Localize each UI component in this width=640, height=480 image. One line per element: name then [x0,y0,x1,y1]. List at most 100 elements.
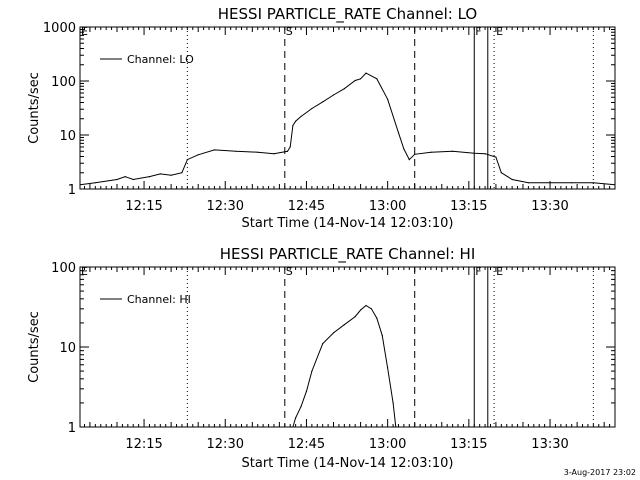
data-point [197,154,199,156]
x-tick-label: 13:15 [450,199,487,214]
data-point [116,178,118,181]
marker-label-e: E [496,25,503,38]
data-point [343,88,345,90]
x-tick-label: 12:45 [288,437,325,452]
marker-label-f: F [475,25,481,38]
data-point [495,156,497,158]
data-point [354,316,356,318]
x-tick-label: 13:30 [531,437,568,452]
data-point [360,78,362,80]
series-line-hi [292,304,397,427]
x-tick-label: 12:15 [125,437,162,452]
x-tick-label: 12:30 [207,437,244,452]
x-tick-label: 12:45 [288,199,325,214]
data-point [549,182,551,184]
data-point [148,176,151,178]
data-point [430,151,432,153]
data-point [322,343,324,345]
x-axis-label: Start Time (14-Nov-14 12:03:10) [242,456,454,471]
marker-label-e: E [81,25,88,38]
data-point [387,98,389,100]
data-point [159,173,161,175]
chart-panel-2: HESSI PARTICLE_RATE Channel: HI 1 10 100 12:… [27,245,616,471]
x-tick-label: 12:30 [207,199,244,214]
legend-label: Channel: LO [127,53,194,66]
data-point [500,172,502,174]
data-point [300,115,302,118]
x-axis-label: Start Time (14-Nov-14 12:03:10) [242,216,454,231]
y-tick-label: 100 [51,75,76,90]
data-point [170,174,172,176]
marker-label-f: F [475,265,481,278]
chart-title: HESSI PARTICLE_RATE Channel: HI [220,245,476,264]
data-point [311,370,313,372]
data-point [354,79,356,82]
data-point [387,367,389,369]
data-point [132,178,134,181]
data-point [181,172,183,174]
chart-title: HESSI PARTICLE_RATE Channel: LO [218,5,477,24]
data-point [322,101,324,103]
data-point [511,178,513,181]
y-tick-label: 1000 [43,21,76,36]
y-axis-label: Counts/sec [27,72,42,144]
data-point [414,153,416,155]
data-point [592,182,594,184]
data-point [286,150,289,152]
data-point [295,417,297,419]
data-point [392,402,394,404]
data-point [365,304,367,307]
data-point [257,151,259,153]
marker-label-s: S [286,265,293,278]
data-point [360,309,362,311]
data-point [311,107,313,110]
data-point [484,153,486,155]
series-line-lo [80,72,615,186]
data-point [365,72,367,74]
data-point [124,176,126,178]
data-point [395,426,397,427]
plot-frame [79,26,616,190]
x-tick-label: 13:00 [369,437,406,452]
data-point [305,390,308,392]
data-point [292,426,294,427]
data-point [94,182,96,184]
y-tick-label: 100 [51,261,76,276]
data-point [213,149,215,151]
data-point [381,334,383,336]
data-point [614,184,615,186]
y-tick-label: 1 [68,183,76,198]
data-point [397,132,400,134]
marker-label-e: E [81,265,88,278]
y-tick-label: 10 [59,129,76,144]
data-point [292,124,294,127]
data-point [80,184,81,186]
data-point [289,146,291,148]
y-tick-label: 1 [68,421,76,436]
data-point [332,332,335,334]
chart-panel-1: HESSI PARTICLE_RATE Channel: LO 1 10 100 100… [27,5,616,231]
x-tick-label: 13:00 [369,199,406,214]
plot-frame [79,266,616,428]
legend-label: Channel: HI [127,293,191,306]
data-point [376,78,378,80]
data-point [295,120,297,122]
marker-label-s: S [286,25,293,38]
data-point [403,148,405,150]
data-point [186,159,188,161]
x-tick-label: 13:15 [450,437,487,452]
data-point [273,153,275,155]
data-point [376,317,378,319]
data-point [527,182,530,184]
data-point [571,182,573,184]
y-axis-label: Counts/sec [27,311,42,383]
data-point [408,159,410,161]
data-point [452,150,454,152]
data-point [300,406,302,408]
data-point [473,152,475,154]
marker-label-e: E [496,265,503,278]
x-tick-label: 12:15 [125,199,162,214]
data-point [370,308,372,310]
y-tick-label: 10 [59,341,76,356]
